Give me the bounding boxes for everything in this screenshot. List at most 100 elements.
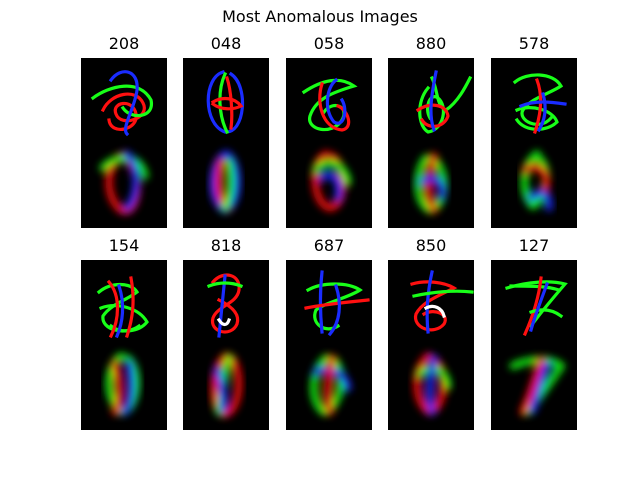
anomaly-label: 154	[108, 236, 140, 255]
anomaly-tile: 818	[183, 236, 269, 430]
anomaly-tile: 578	[491, 34, 577, 228]
reconstruction-stroke	[519, 356, 545, 416]
anomaly-tile: 048	[183, 34, 269, 228]
digit-overlay-graphic	[183, 260, 269, 430]
anomaly-image	[491, 58, 577, 228]
digit-stroke	[529, 281, 550, 332]
blurred-reconstruction	[413, 352, 452, 416]
digit-overlay-graphic	[286, 260, 372, 430]
digit-stroke	[206, 281, 244, 289]
sharp-digit-strokes	[90, 70, 153, 137]
sharp-digit-strokes	[512, 73, 567, 135]
anomaly-tile: 058	[286, 34, 372, 228]
reconstruction-stroke	[123, 150, 140, 212]
digit-stroke	[505, 280, 568, 329]
digit-overlay-graphic	[183, 58, 269, 228]
digit-stroke	[217, 274, 227, 338]
reconstruction-stroke	[425, 152, 438, 214]
digit-stroke	[536, 92, 547, 133]
anomaly-label: 687	[313, 236, 345, 255]
digit-stroke	[210, 273, 241, 334]
reconstruction-stroke	[121, 360, 135, 416]
digit-stroke	[509, 284, 562, 293]
anomaly-image	[388, 58, 474, 228]
digit-stroke	[318, 270, 324, 334]
sharp-digit-strokes	[505, 276, 568, 337]
digit-overlay-graphic	[81, 58, 167, 228]
digit-stroke	[106, 279, 120, 339]
anomaly-image	[286, 58, 372, 228]
digit-stroke	[425, 270, 434, 334]
digit-stroke	[418, 85, 446, 134]
sharp-digit-strokes	[410, 270, 474, 334]
digit-stroke	[210, 96, 244, 111]
anomaly-label: 818	[210, 236, 242, 255]
blurred-reconstruction	[99, 150, 149, 215]
anomaly-tile: 880	[388, 34, 474, 228]
blurred-reconstruction	[210, 352, 243, 418]
digit-stroke	[429, 70, 438, 133]
anomaly-image	[183, 58, 269, 228]
digit-stroke	[423, 304, 446, 318]
reconstruction-stroke	[318, 171, 343, 202]
digit-overlay-graphic	[388, 260, 474, 430]
anomaly-tile: 154	[81, 236, 167, 430]
digit-stroke	[528, 308, 564, 319]
anomaly-label: 850	[415, 236, 447, 255]
reconstruction-stroke	[324, 354, 336, 416]
sharp-digit-strokes	[206, 70, 245, 135]
reconstruction-stroke	[529, 360, 551, 414]
reconstruction-stroke	[312, 366, 352, 392]
reconstruction-stroke	[221, 158, 235, 212]
anomaly-label: 048	[210, 34, 242, 53]
digit-stroke	[124, 276, 135, 339]
anomaly-image	[286, 260, 372, 430]
blurred-reconstruction	[105, 352, 140, 416]
digit-stroke	[532, 77, 543, 135]
digit-stroke	[412, 289, 474, 298]
digit-stroke	[224, 75, 234, 130]
anomaly-tile: 208	[81, 34, 167, 228]
anomaly-label: 880	[415, 34, 447, 53]
anomaly-label: 208	[108, 34, 140, 53]
digit-stroke	[216, 317, 232, 327]
anomaly-tile: 127	[491, 236, 577, 430]
reconstruction-stroke	[527, 189, 553, 212]
reconstruction-stroke	[213, 366, 228, 414]
blurred-reconstruction	[509, 356, 566, 416]
digit-stroke	[218, 71, 230, 135]
anomaly-image	[183, 260, 269, 430]
reconstruction-stroke	[418, 175, 446, 200]
blurred-reconstruction	[310, 354, 352, 416]
digit-stroke	[90, 84, 153, 118]
digit-stroke	[514, 106, 559, 131]
anomaly-image	[388, 260, 474, 430]
digit-overlay-graphic	[81, 260, 167, 430]
sharp-digit-strokes	[96, 276, 149, 339]
digit-overlay-graphic	[491, 58, 577, 228]
reconstruction-stroke	[312, 159, 352, 186]
digit-overlay-graphic	[491, 260, 577, 430]
digit-stroke	[518, 100, 567, 109]
anomaly-image	[81, 260, 167, 430]
blurred-reconstruction	[209, 150, 241, 214]
anomaly-label: 058	[313, 34, 345, 53]
digit-stroke	[108, 70, 139, 137]
reconstruction-stroke	[426, 354, 438, 416]
anomaly-tile: 850	[388, 236, 474, 430]
digit-stroke	[522, 276, 543, 337]
reconstruction-stroke	[521, 163, 550, 194]
blurred-reconstruction	[520, 150, 553, 212]
digit-stroke	[206, 70, 245, 134]
reconstruction-stroke	[416, 365, 452, 390]
anomaly-label: 578	[518, 34, 550, 53]
figure-title: Most Anomalous Images	[222, 7, 418, 26]
sharp-digit-strokes	[301, 77, 358, 132]
sharp-digit-strokes	[415, 70, 473, 134]
blurred-reconstruction	[311, 150, 352, 212]
sharp-digit-strokes	[304, 270, 370, 337]
digit-overlay-graphic	[286, 58, 372, 228]
digit-stroke	[327, 283, 341, 337]
anomaly-label: 127	[518, 236, 550, 255]
reconstruction-stroke	[111, 360, 123, 416]
